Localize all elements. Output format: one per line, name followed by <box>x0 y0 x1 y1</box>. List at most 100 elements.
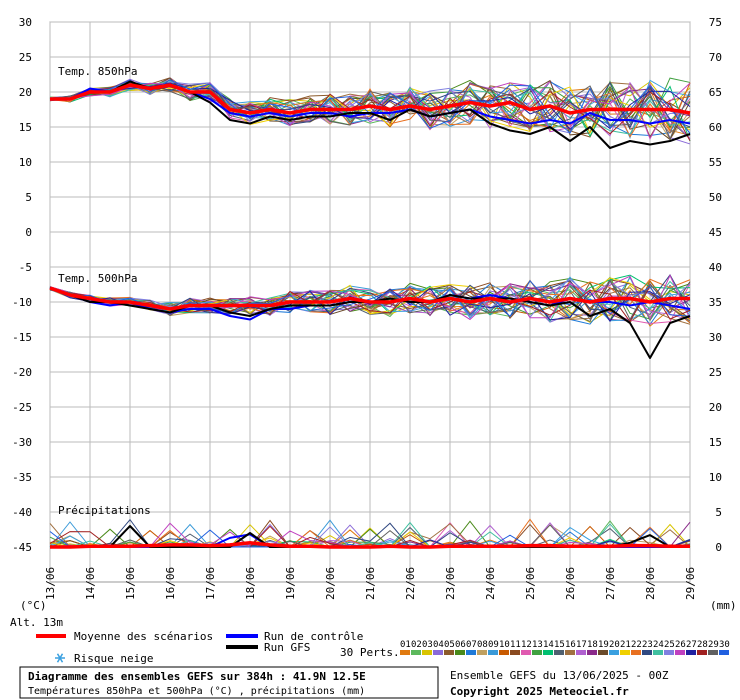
member-swatch <box>400 650 410 655</box>
member-swatch <box>664 650 674 655</box>
x-tick-label: 16/06 <box>164 567 177 600</box>
member-label: 26 <box>675 640 686 650</box>
member-label: 25 <box>664 640 675 650</box>
member-label: 30 <box>719 640 730 650</box>
x-tick-label: 20/06 <box>324 567 337 600</box>
member-swatch <box>477 650 487 655</box>
member-label: 10 <box>499 640 510 650</box>
right-tick-label: 50 <box>709 191 722 204</box>
left-tick-label: 20 <box>19 86 32 99</box>
member-swatch <box>631 650 641 655</box>
members-count-label: 30 Perts. <box>340 646 400 659</box>
series-temp850-mean <box>50 83 691 115</box>
legend-mean-label: Moyenne des scénarios <box>74 630 213 643</box>
member-swatch <box>466 650 476 655</box>
left-tick-label: 15 <box>19 121 32 134</box>
x-tick-label: 27/06 <box>604 567 617 600</box>
member-label: 04 <box>433 640 444 650</box>
left-tick-label: -20 <box>12 366 32 379</box>
left-axis-ticks: 30 25 20 15 10 5 0 -5 -10 -15 -20 -25 -30 -35 -40 -45 <box>12 16 32 554</box>
member-swatch <box>510 650 520 655</box>
right-tick-label: 25 <box>709 366 722 379</box>
right-tick-label: 60 <box>709 121 722 134</box>
member-swatch <box>422 650 432 655</box>
x-tick-label: 25/06 <box>524 567 537 600</box>
right-tick-label: 15 <box>709 436 722 449</box>
member-swatch <box>708 650 718 655</box>
member-swatch <box>444 650 454 655</box>
right-tick-label: 40 <box>709 261 722 274</box>
right-tick-label: 75 <box>709 16 722 29</box>
run-info: Ensemble GEFS du 13/06/2025 - 00Z <box>450 669 669 682</box>
member-label: 23 <box>642 640 653 650</box>
chart-subtitle: Températures 850hPa et 500hPa (°C) , pré… <box>28 685 365 697</box>
member-label: 28 <box>697 640 708 650</box>
member-850-line <box>49 79 691 141</box>
x-tick-label: 29/06 <box>684 567 697 600</box>
member-label: 12 <box>521 640 532 650</box>
left-tick-label: -45 <box>12 541 32 554</box>
x-tick-label: 26/06 <box>564 567 577 600</box>
member-label: 11 <box>510 640 521 650</box>
member-swatch <box>532 650 542 655</box>
member-850-line <box>49 77 691 138</box>
left-tick-label: 25 <box>19 51 32 64</box>
right-tick-label: 10 <box>709 471 722 484</box>
member-label: 20 <box>609 640 620 650</box>
main-series <box>49 80 691 549</box>
legend-snow-label: Risque neige <box>74 652 153 665</box>
member-label: 06 <box>455 640 466 650</box>
member-label: 08 <box>477 640 488 650</box>
x-tick-label: 28/06 <box>644 567 657 600</box>
left-tick-label: 10 <box>19 156 32 169</box>
member-precip-line <box>49 525 691 548</box>
left-tick-label: 5 <box>25 191 32 204</box>
member-label: 15 <box>554 640 565 650</box>
member-label: 05 <box>444 640 455 650</box>
member-swatch <box>686 650 696 655</box>
member-swatch <box>587 650 597 655</box>
right-tick-label: 70 <box>709 51 722 64</box>
panel-label-850: Temp. 850hPa <box>58 65 137 78</box>
snowflake-icon <box>55 653 65 663</box>
chart-title: Diagramme des ensembles GEFS sur 384h : … <box>28 670 366 683</box>
copyright: Copyright 2025 Meteociel.fr <box>450 685 629 698</box>
member-swatch <box>554 650 564 655</box>
member-label: 29 <box>708 640 719 650</box>
member-label: 09 <box>488 640 499 650</box>
member-swatch <box>620 650 630 655</box>
left-tick-label: -25 <box>12 401 32 414</box>
left-tick-label: -15 <box>12 331 32 344</box>
member-swatch <box>411 650 421 655</box>
x-tick-label: 15/06 <box>124 567 137 600</box>
member-label: 24 <box>653 640 664 650</box>
series-precip-mean <box>50 541 690 549</box>
member-swatch <box>675 650 685 655</box>
right-tick-label: 65 <box>709 86 722 99</box>
member-swatch <box>609 650 619 655</box>
member-500-line <box>49 285 691 323</box>
altitude-label: Alt. 13m <box>10 616 63 629</box>
left-tick-label: -30 <box>12 436 32 449</box>
member-swatch <box>719 650 729 655</box>
member-swatch <box>488 650 498 655</box>
x-tick-label: 13/06 <box>44 567 57 600</box>
x-tick-label: 17/06 <box>204 567 217 600</box>
member-label: 14 <box>543 640 554 650</box>
member-label: 21 <box>620 640 631 650</box>
member-label: 07 <box>466 640 477 650</box>
left-unit-label: (°C) <box>20 599 47 612</box>
member-swatch <box>455 650 465 655</box>
left-tick-label: 30 <box>19 16 32 29</box>
right-tick-label: 45 <box>709 226 722 239</box>
right-tick-label: 55 <box>709 156 722 169</box>
panel-label-precip: Précipitations <box>58 504 151 517</box>
right-tick-label: 20 <box>709 401 722 414</box>
right-tick-label: 30 <box>709 331 722 344</box>
member-label: 19 <box>598 640 609 650</box>
member-color-legend: 01 02 03 04 05 06 07 08 09 10 11 12 13 14 15 16 17 18 19 20… <box>400 640 730 655</box>
member-swatch <box>565 650 575 655</box>
member-swatch <box>697 650 707 655</box>
